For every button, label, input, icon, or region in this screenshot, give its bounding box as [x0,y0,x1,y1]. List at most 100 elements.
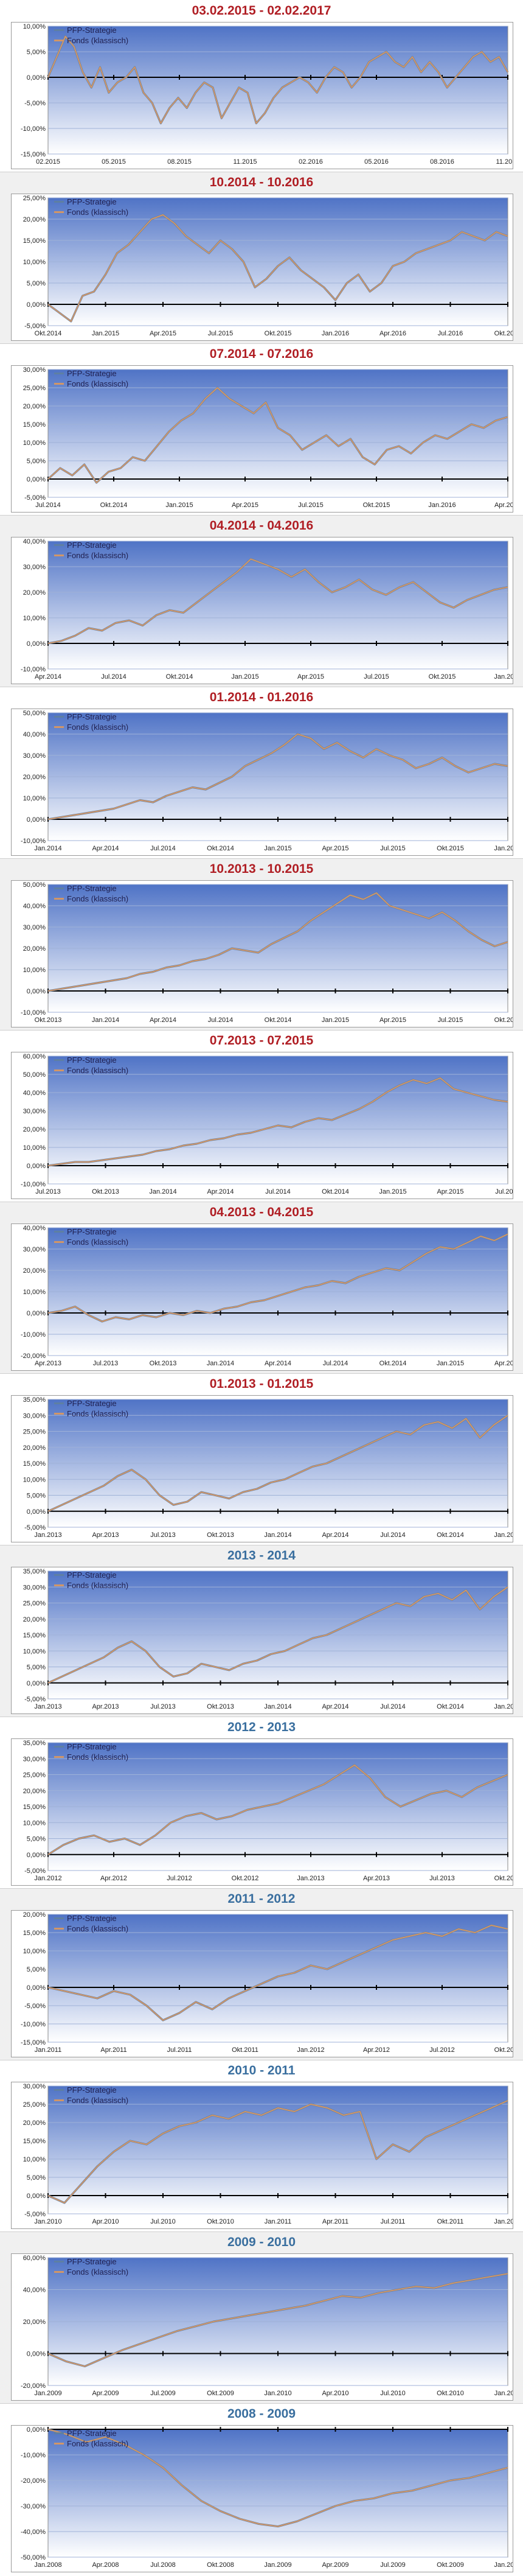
x-tick-label: Apr.2015 [297,673,324,681]
x-tick-label: Jul.2013 [93,1360,119,1367]
x-tick-label: Apr.2010 [92,2218,119,2225]
legend-label: PFP-Strategie [67,1399,117,1408]
x-tick-label: Okt.2016 [494,330,513,337]
y-tick-label: -10,00% [21,1009,46,1017]
legend-label: PFP-Strategie [67,1914,117,1923]
x-tick-label: Jan.2013 [34,1703,61,1710]
legend-label: Fonds (klassisch) [67,2096,129,2105]
x-tick-label: Jan.2014 [92,1017,119,1024]
x-tick-label: Jan.2016 [322,330,349,337]
x-tick-label: Jul.2012 [429,2046,455,2054]
y-tick-label: 0,00% [27,476,46,483]
legend: PFP-Strategie Fonds (klassisch) [54,2256,128,2277]
chart-title: 10.2014 - 10.2016 [209,175,314,189]
x-tick-label: Jan.2015 [231,673,258,681]
x-tick-label: Okt.2013 [92,1188,119,1195]
x-tick-label: Jan.2015 [494,1531,513,1539]
chart-title: 2009 - 2010 [227,2235,296,2249]
y-tick-label: 30,00% [23,1108,46,1115]
x-tick-label: Jan.2014 [149,1188,176,1195]
y-tick-label: 40,00% [23,1090,46,1097]
x-tick-label: Jan.2010 [34,2218,61,2225]
y-tick-label: 25,00% [23,1429,46,1436]
legend-swatch [54,2432,64,2434]
chart-panel: 01.2014 - 01.2016 50,00% 40,00% 30,00% 20,00… [0,687,523,858]
x-tick-label: Apr.2013 [35,1360,61,1367]
legend-label: PFP-Strategie [67,369,117,378]
legend-label: PFP-Strategie [67,712,117,721]
legend-label: PFP-Strategie [67,2257,117,2266]
legend-label: Fonds (klassisch) [67,723,129,732]
y-tick-label: 0,00% [27,2193,46,2200]
legend-swatch [54,1756,64,1758]
y-tick-label: 15,00% [23,237,46,245]
x-tick-label: Apr.2013 [92,1703,119,1710]
y-tick-label: 10,00% [23,23,46,30]
x-tick-label: Apr.2012 [363,2046,390,2054]
y-tick-label: 0,00% [27,2351,46,2358]
y-tick-label: -10,00% [21,125,46,133]
x-tick-label: Jan.2012 [297,2046,324,2054]
x-tick-label: Jan.2009 [264,2561,291,2569]
legend-entry: Fonds (klassisch) [54,1065,128,1076]
chart-panel: 10.2013 - 10.2015 50,00% 40,00% 30,00% 20,00… [0,858,523,1030]
chart-frame: 25,00% 20,00% 15,00% 10,00% 5,00% 0,00% -5,00%… [11,194,513,341]
y-tick-label: -10,00% [21,1181,46,1188]
y-tick-label: 30,00% [23,1755,46,1763]
y-tick-label: 60,00% [23,1053,46,1060]
x-tick-label: Apr.2015 [150,330,176,337]
y-tick-label: -5,00% [24,1696,46,1703]
x-tick-label: Okt.2009 [207,2390,234,2397]
plot-area [47,1055,508,1185]
x-tick-label: Okt.2010 [437,2390,464,2397]
legend-label: PFP-Strategie [67,2429,117,2438]
chart-frame: 60,00% 40,00% 20,00% 0,00% -20,00% Jan.2009 Ap… [11,2253,513,2401]
legend-swatch [54,898,64,900]
x-tick-label: Okt.2008 [207,2561,234,2569]
chart-svg: 60,00% 40,00% 20,00% 0,00% -20,00%Jan.2009 Ap… [21,2255,513,2397]
y-tick-label: -50,00% [21,2554,46,2561]
legend-entry: Fonds (klassisch) [54,2267,128,2277]
y-tick-label: 40,00% [23,903,46,910]
legend-label: PFP-Strategie [67,541,117,550]
x-tick-label: Okt.2015 [429,673,456,681]
y-tick-label: 5,00% [27,1966,46,1973]
x-tick-label: Jan.2015 [264,845,291,852]
y-tick-label: 20,00% [23,2319,46,2326]
legend: PFP-Strategie Fonds (klassisch) [54,197,128,217]
chart-title: 2011 - 2012 [227,1892,296,1906]
plot-area [47,369,508,498]
y-tick-label: 10,00% [23,1948,46,1955]
legend: PFP-Strategie Fonds (klassisch) [54,1227,128,1247]
y-tick-label: 20,00% [23,2119,46,2127]
legend: PFP-Strategie Fonds (klassisch) [54,1398,128,1419]
y-tick-label: 5,00% [27,2174,46,2182]
chart-title: 2012 - 2013 [227,1720,296,1734]
y-tick-label: 0,00% [27,1163,46,1170]
y-tick-label: 30,00% [23,1584,46,1591]
y-tick-label: 20,00% [23,1126,46,1133]
x-tick-label: Okt.2015 [363,502,390,509]
y-tick-label: 15,00% [23,2138,46,2145]
legend-swatch [54,1413,64,1415]
x-tick-label: Apr.2015 [322,845,348,852]
y-tick-label: 10,00% [23,2156,46,2163]
x-tick-label: Jul.2013 [150,1531,176,1539]
y-tick-label: 40,00% [23,1225,46,1232]
legend: PFP-Strategie Fonds (klassisch) [54,1055,128,1076]
x-tick-label: Jul.2014 [35,502,61,509]
legend-swatch [54,726,64,728]
legend-label: Fonds (klassisch) [67,208,129,217]
x-tick-label: Jul.2015 [495,1188,513,1195]
x-tick-label: Jul.2015 [380,845,406,852]
y-tick-label: 40,00% [23,2287,46,2294]
y-tick-label: 0,00% [27,640,46,648]
legend-swatch [54,1574,64,1576]
panel-divider [0,1030,523,1031]
x-tick-label: Jan.2012 [494,2218,513,2225]
x-tick-label: 11.2016 [496,158,513,166]
plot-area [47,26,508,155]
legend-label: Fonds (klassisch) [67,2267,129,2277]
x-tick-label: Apr.2014 [265,1360,291,1367]
x-tick-label: Apr.2015 [437,1188,463,1195]
